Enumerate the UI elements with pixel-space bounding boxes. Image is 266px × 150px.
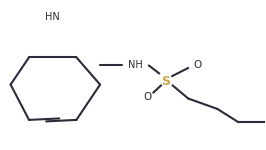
Text: O: O	[193, 60, 202, 70]
Text: S: S	[161, 75, 171, 88]
Text: O: O	[143, 92, 152, 102]
Text: HN: HN	[45, 12, 60, 22]
Text: NH: NH	[128, 60, 143, 70]
